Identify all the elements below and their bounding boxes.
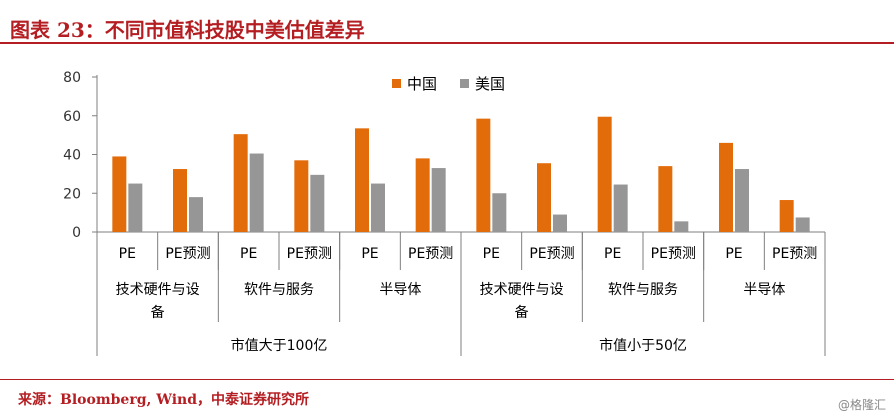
x-category-label: PE预测	[651, 246, 696, 262]
legend-label: 美国	[475, 75, 505, 93]
bar-us	[249, 153, 264, 232]
source-divider	[0, 379, 894, 380]
sector-label: 技术硬件与设备	[116, 282, 200, 321]
sector-label-line: 备	[515, 304, 529, 321]
bar-china	[658, 166, 673, 232]
y-tick-label: 60	[63, 109, 81, 125]
sector-label: 软件与服务	[608, 282, 678, 298]
sector-label: 软件与服务	[244, 282, 314, 298]
x-category-label: PE预测	[772, 246, 817, 262]
group-label: 市值小于50亿	[599, 337, 687, 354]
legend-swatch-us	[460, 79, 469, 88]
y-tick-label: 20	[63, 186, 81, 202]
x-category-label: PE预测	[287, 246, 332, 262]
bar-china	[294, 160, 309, 232]
bar-china	[112, 156, 127, 232]
axis-layer	[92, 75, 826, 356]
bar-us	[674, 221, 689, 232]
group-label: 市值大于100亿	[231, 337, 328, 354]
bar-china	[779, 200, 794, 232]
y-tick-label: 80	[63, 70, 81, 86]
x-category-label: PE	[483, 246, 500, 262]
bar-chart: 0 20 40 60 80 PE PE预测 PE PE预测 PE PE预测 PE PE预测 PE PE预测 P…	[63, 70, 826, 356]
sector-label-line: 技术硬件与设	[116, 282, 200, 298]
bar-us	[310, 174, 325, 232]
y-tick-label: 0	[72, 225, 81, 241]
bar-china	[355, 128, 369, 232]
labels-layer: 0 20 40 60 80 PE PE预测 PE PE预测 PE PE预测 PE PE预测 PE PE预测 P…	[63, 70, 817, 354]
x-category-label: PE预测	[529, 246, 574, 262]
bar-china	[233, 134, 248, 232]
sector-label: 技术硬件与设备	[480, 282, 564, 321]
bar-us	[431, 168, 446, 232]
legend-swatch-china	[392, 79, 401, 88]
x-category-label: PE	[361, 246, 378, 262]
x-category-label: PE预测	[165, 246, 210, 262]
bar-china	[173, 169, 187, 232]
x-category-label: PE	[119, 246, 136, 262]
x-category-label: PE	[604, 246, 621, 262]
bar-us	[189, 197, 203, 232]
bar-us	[553, 214, 567, 232]
bar-china	[415, 158, 430, 232]
bar-us	[735, 169, 749, 232]
source-note: 来源：Bloomberg, Wind，中泰证券研究所	[18, 392, 310, 408]
bar-us	[613, 184, 628, 232]
bar-china	[537, 163, 551, 232]
bar-us	[128, 183, 143, 232]
bar-us	[371, 183, 385, 232]
x-category-label: PE预测	[408, 246, 453, 262]
y-tick-label: 40	[63, 148, 81, 164]
x-category-label: PE	[725, 246, 742, 262]
legend: 中国 美国	[392, 75, 505, 93]
sector-label-line: 备	[151, 304, 165, 321]
bar-china	[476, 118, 491, 232]
bars-layer	[112, 116, 810, 232]
figure-title: 图表 23：不同市值科技股中美估值差异	[10, 18, 365, 42]
watermark: @格隆汇	[837, 398, 886, 412]
bar-us	[795, 217, 810, 232]
sector-label: 半导体	[379, 282, 421, 298]
bar-china	[597, 116, 612, 232]
title-divider	[0, 42, 894, 44]
bar-china	[719, 142, 733, 232]
bar-us	[492, 193, 507, 232]
x-category-label: PE	[240, 246, 257, 262]
sector-label-line: 技术硬件与设	[480, 282, 564, 298]
legend-label: 中国	[407, 75, 437, 93]
sector-label: 半导体	[743, 282, 785, 298]
